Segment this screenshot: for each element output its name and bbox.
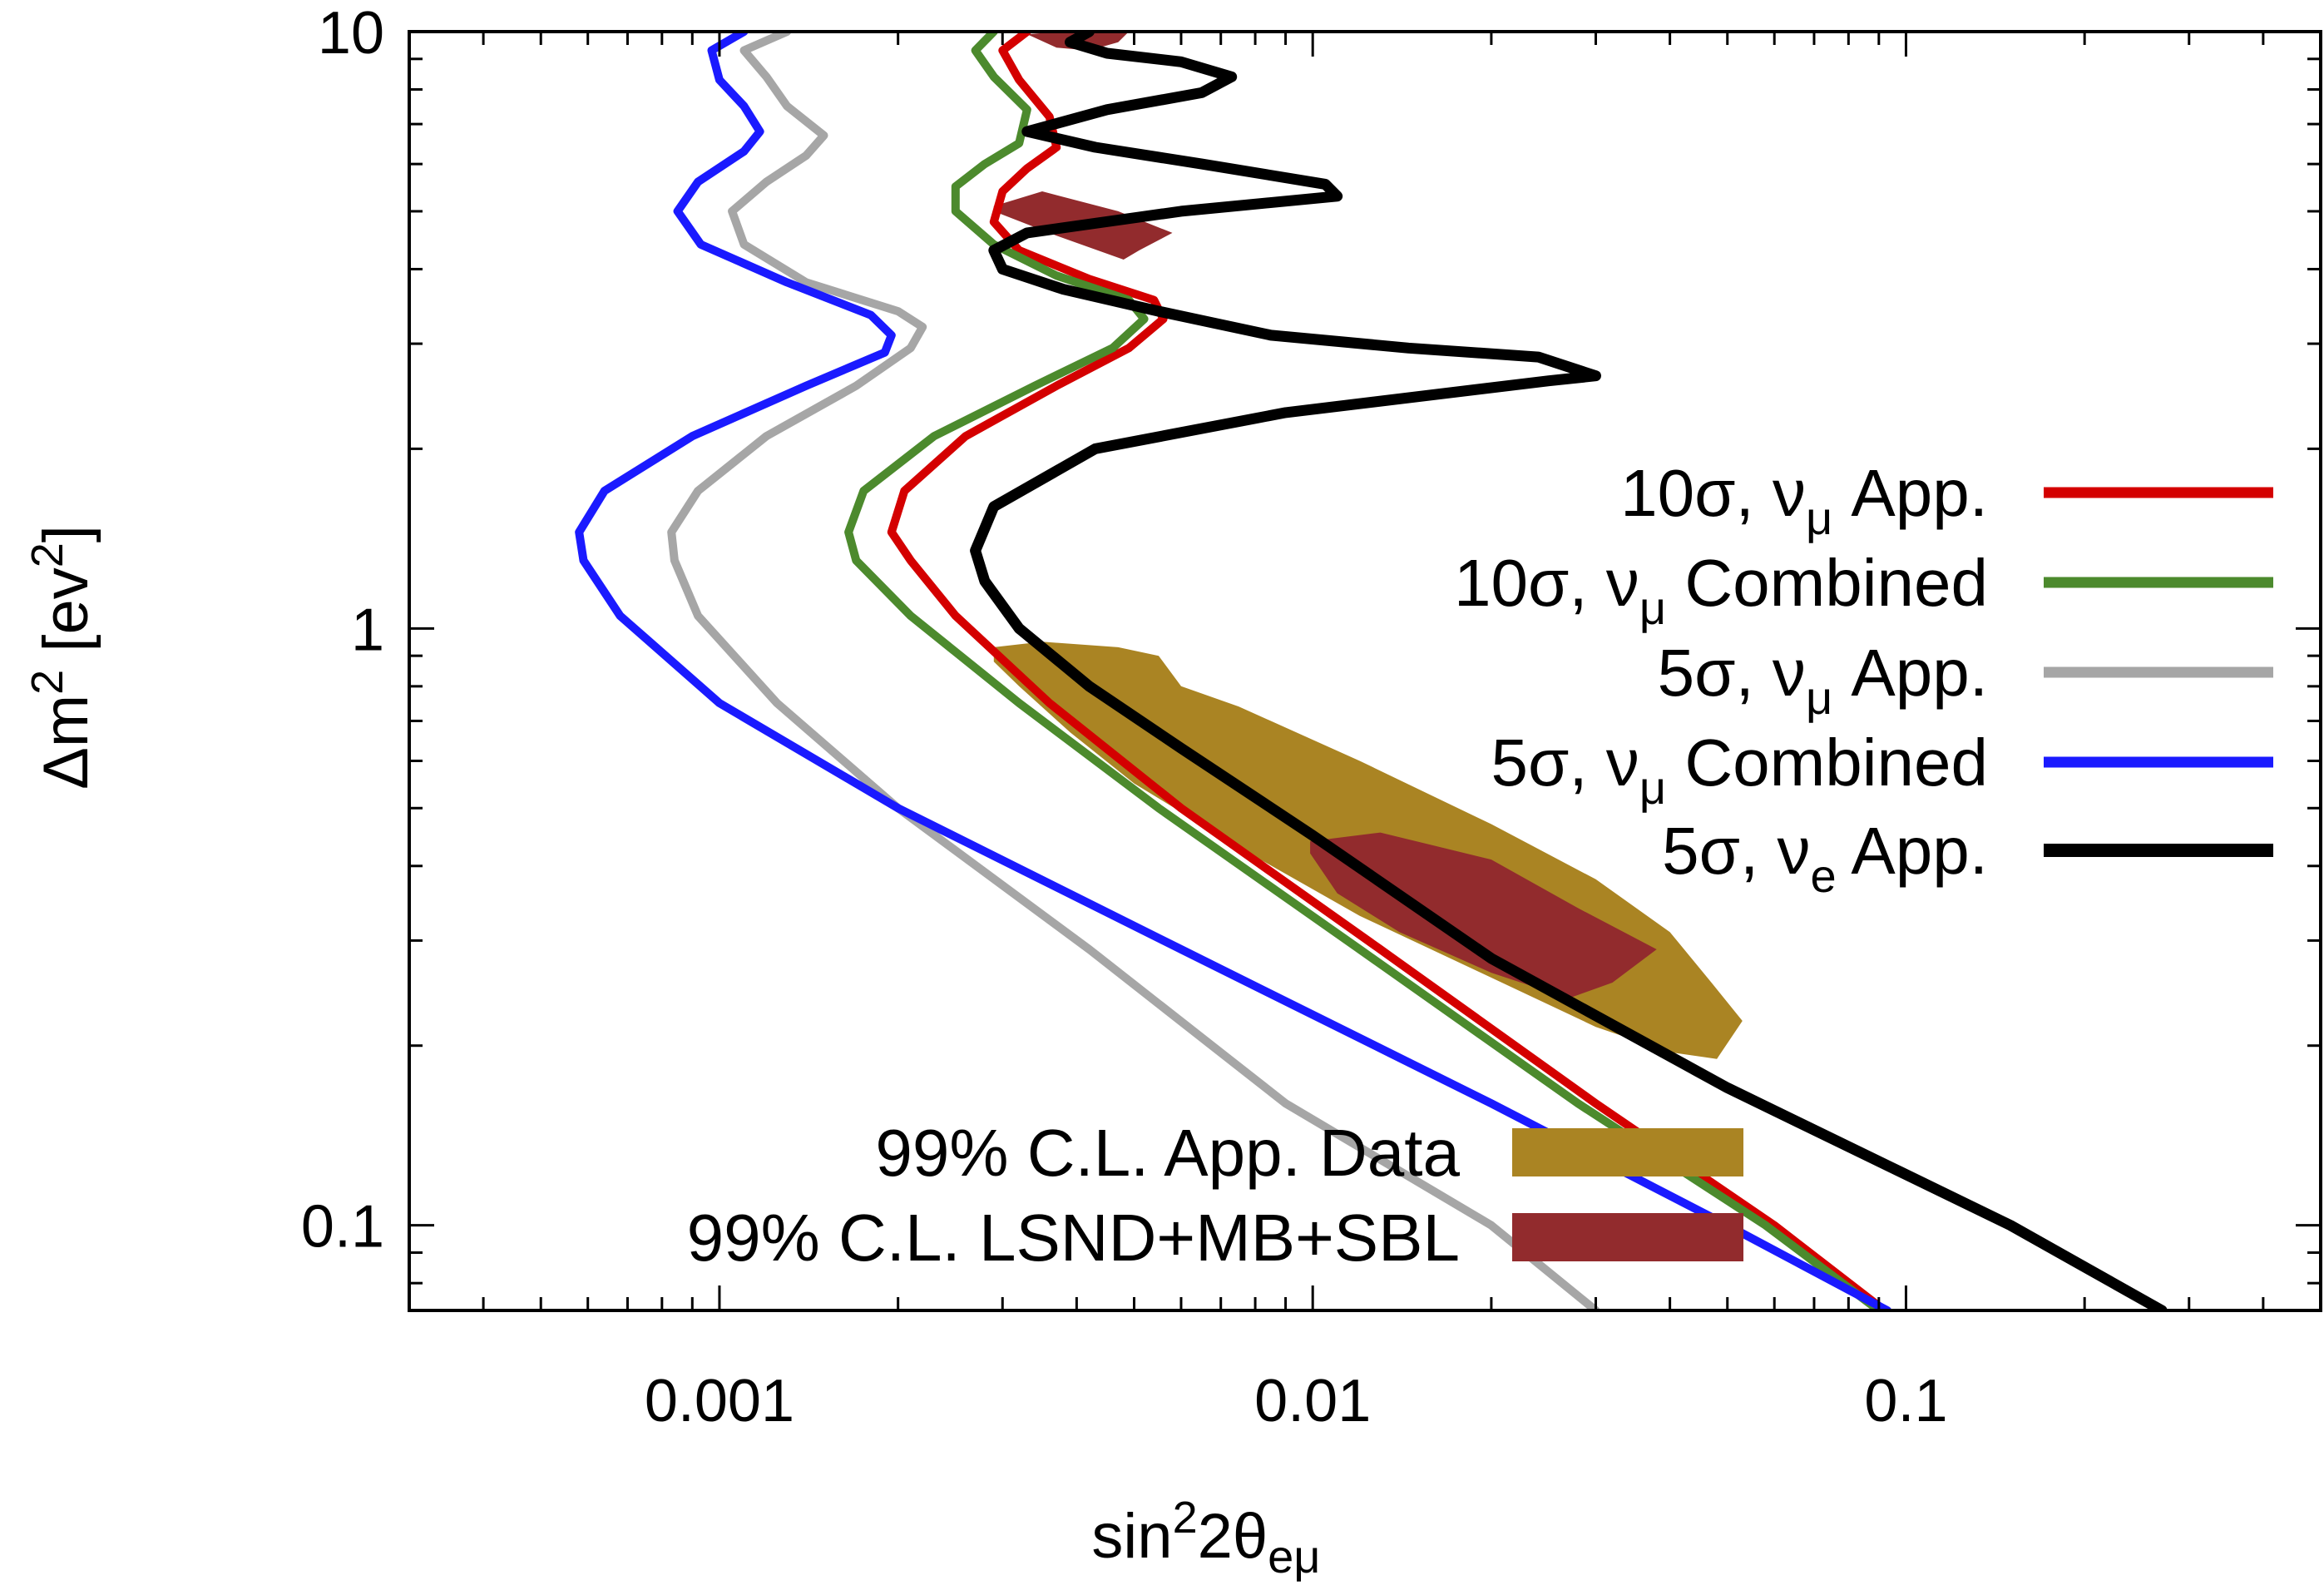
y-tick-label: 0.1 — [301, 1194, 384, 1261]
legend-label-4: 5σ, νe App. — [1662, 814, 1988, 902]
legend-region-label-1: 99% C.L. LSND+MB+SBL — [687, 1201, 1460, 1275]
plot-frame — [408, 30, 2322, 1312]
legend-label-0: 10σ, νμ App. — [1620, 456, 1988, 544]
y-axis-label-sup: 2 — [22, 670, 72, 695]
series-line-3 — [575, 32, 1891, 1310]
legend-region-swatch-0 — [1512, 1128, 1743, 1176]
region-99-c-l-lsnd-mb-sbl-0 — [1310, 832, 1657, 998]
x-axis-label-mid: 2θ — [1198, 1501, 1268, 1572]
series-line-0 — [887, 32, 1889, 1310]
y-axis-label-sup2: 2 — [22, 542, 72, 567]
y-axis-label: Δm2 [ev2] — [22, 525, 101, 790]
x-tick-label: 0.001 — [645, 1368, 794, 1434]
legend-label-1: 10σ, νμ Combined — [1454, 546, 1988, 634]
axis-ticks — [408, 30, 2322, 1310]
y-tick-label: 10 — [318, 0, 384, 67]
y-tick-label: 1 — [351, 597, 384, 663]
x-axis-label-sup: 2 — [1173, 1493, 1198, 1543]
svg-text:sin22θeμ: sin22θeμ — [1091, 1493, 1320, 1583]
series-line-1 — [844, 32, 1883, 1310]
legend-label-2: 5σ, νμ App. — [1658, 636, 1988, 724]
x-axis-label-sub: eμ — [1268, 1530, 1320, 1583]
tick-labels: 0.001 0.01 0.1 0.1 1 10 — [301, 0, 1948, 1434]
x-axis-label: sin22θeμ — [1091, 1493, 1320, 1583]
series-lines — [575, 32, 2168, 1310]
svg-text:Δm2 [ev2]: Δm2 [ev2] — [22, 525, 101, 790]
y-axis-label-mid: [ev — [31, 567, 101, 670]
x-tick-label: 0.01 — [1254, 1368, 1371, 1434]
legend-region-label-0: 99% C.L. App. Data — [875, 1116, 1460, 1190]
legend-region-swatch-1 — [1512, 1213, 1743, 1261]
x-axis-label-base: sin — [1091, 1501, 1172, 1572]
x-tick-label: 0.1 — [1864, 1368, 1947, 1434]
series-line-4 — [970, 32, 2168, 1310]
y-axis-label-base: Δm — [31, 695, 101, 790]
y-axis-label-end: ] — [31, 525, 101, 542]
legend-label-3: 5σ, νμ Combined — [1491, 726, 1988, 814]
